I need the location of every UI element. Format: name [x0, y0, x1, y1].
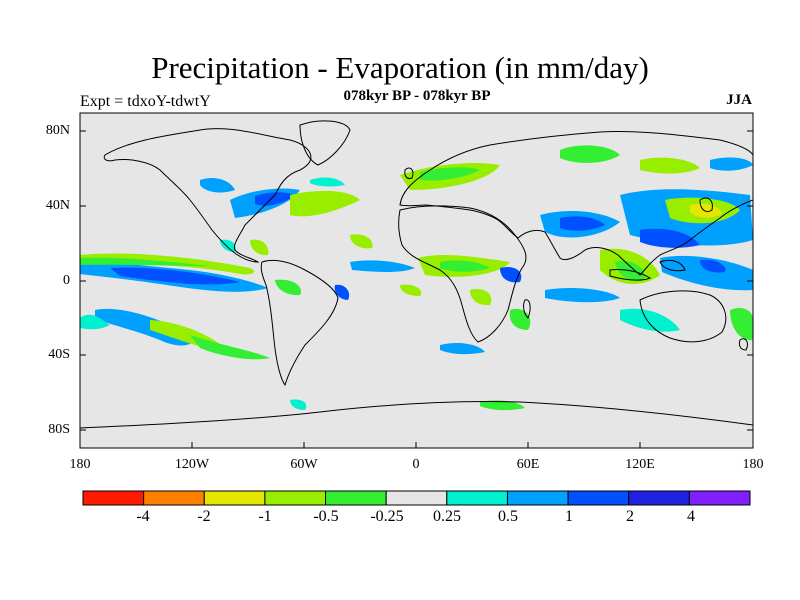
lat-label-0: 0	[63, 273, 70, 288]
field-patch	[350, 260, 415, 272]
field-patch	[80, 257, 210, 266]
field-patch	[95, 308, 193, 346]
field-patch	[690, 203, 722, 218]
field-patch	[80, 314, 110, 330]
season-label: JJA	[726, 92, 752, 108]
colorbar-swatch	[82, 490, 145, 506]
field-patch	[250, 239, 269, 256]
field-patch	[620, 308, 680, 332]
lat-label-80n: 80N	[45, 123, 70, 138]
colorbar-label: -0.25	[370, 508, 404, 525]
colorbar-label: 0.5	[498, 508, 518, 525]
colorbar-label: 0.25	[433, 508, 461, 525]
field-patch	[420, 167, 480, 181]
colorbar-swatch	[203, 490, 266, 506]
colorbar-label: -4	[136, 508, 150, 525]
field-patch	[400, 284, 422, 296]
field-patch	[640, 157, 700, 174]
field-patch	[310, 177, 345, 187]
colorbar-label: 2	[626, 508, 634, 525]
colorbar-swatch	[567, 490, 630, 506]
field-patch	[275, 279, 301, 296]
map-title: Precipitation - Evaporation (in mm/day)	[151, 50, 649, 85]
colorbar-label: -1	[258, 508, 272, 525]
colorbar-swatch	[506, 490, 569, 506]
lat-label-40n: 40N	[45, 198, 70, 213]
lat-ticks	[80, 130, 753, 431]
lon-label-120e: 120E	[625, 457, 655, 472]
colorbar-swatch	[325, 490, 387, 506]
field-patch	[730, 308, 753, 341]
field-patch	[190, 335, 270, 360]
experiment-label: Expt = tdxoY-tdwtY	[80, 93, 211, 110]
colorbar-label: -2	[197, 508, 211, 525]
colorbar-label: 1	[565, 508, 573, 525]
field-patch	[290, 399, 307, 410]
colorbar-swatch	[628, 490, 690, 506]
field-patch	[200, 178, 235, 193]
lat-label-80s: 80S	[48, 422, 70, 437]
field-patch	[545, 287, 620, 303]
field-patch	[700, 259, 726, 273]
lat-label-40s: 40S	[48, 347, 70, 362]
field-patch	[290, 190, 360, 217]
lon-label-60e: 60E	[516, 457, 540, 472]
lon-label-120w: 120W	[174, 457, 210, 472]
field-patch	[440, 260, 490, 272]
field-patch	[560, 216, 605, 231]
field-patch	[710, 157, 753, 171]
colorbar-swatch	[446, 490, 508, 506]
field-patch	[440, 342, 485, 355]
precipitation-field	[80, 145, 753, 411]
colorbar-label: 4	[687, 508, 695, 525]
lon-ticks	[79, 442, 754, 448]
field-patch	[350, 234, 373, 249]
field-patch	[334, 284, 350, 300]
coastlines	[80, 120, 753, 429]
lon-label-180e: 180	[742, 457, 764, 472]
map-subtitle: 078kyr BP - 078kyr BP	[343, 88, 491, 104]
field-patch	[560, 145, 620, 163]
colorbar	[82, 490, 751, 506]
field-patch	[660, 255, 753, 291]
colorbar-swatch	[688, 490, 751, 506]
field-patch	[110, 267, 240, 285]
lon-label-0: 0	[412, 457, 420, 472]
colorbar-swatch	[385, 490, 448, 506]
colorbar-label: -0.5	[313, 508, 339, 525]
lon-label-60w: 60W	[290, 457, 318, 472]
colorbar-swatch	[264, 490, 327, 506]
field-patch	[255, 192, 295, 206]
colorbar-swatch	[143, 490, 205, 506]
lon-label-180w: 180	[69, 457, 91, 472]
field-patch	[480, 400, 525, 411]
field-patch	[500, 266, 522, 283]
field-patch	[470, 289, 492, 306]
